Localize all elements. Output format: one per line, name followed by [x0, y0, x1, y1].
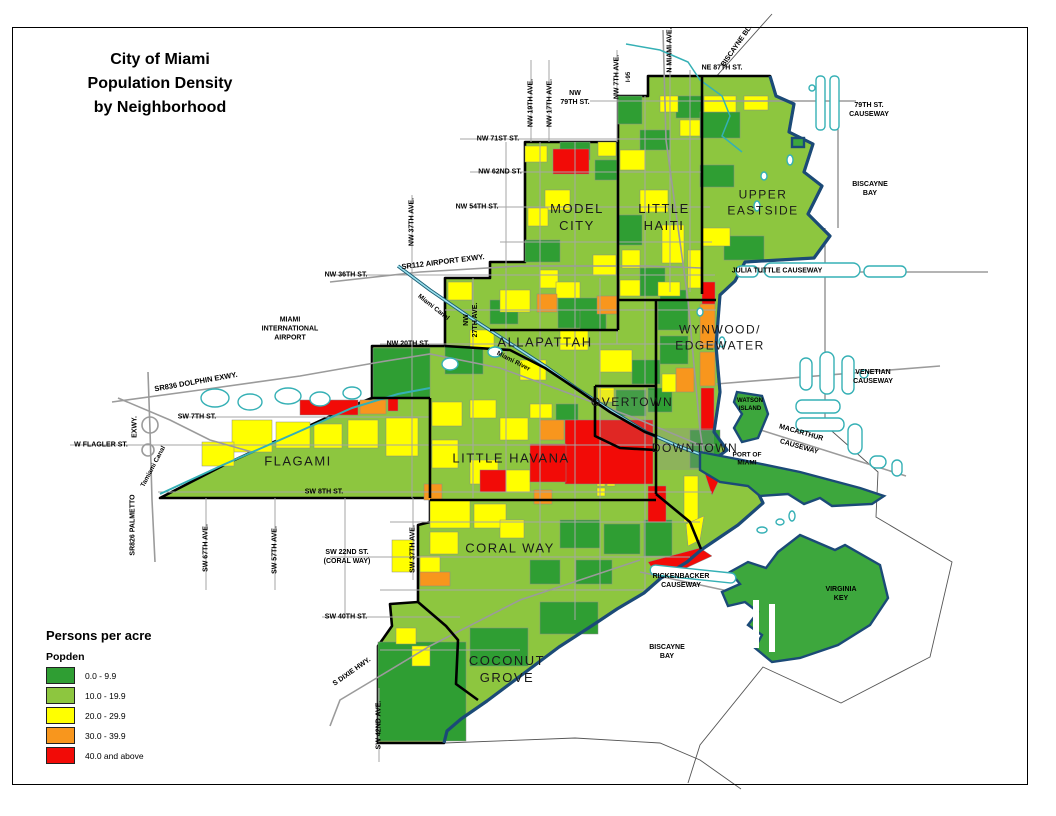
street-label-sw-8th-st: SW 8TH ST. [304, 488, 344, 496]
neighborhood-label-overtown: OVERTOWN [590, 395, 674, 410]
street-label-nw-79th-st: NW 79TH ST. [560, 89, 590, 106]
legend-heading: Persons per acre [46, 628, 152, 643]
street-label-nw-62nd-st: NW 62ND ST. [478, 168, 522, 176]
legend-class-label: 10.0 - 19.9 [85, 690, 126, 701]
legend-swatch [46, 707, 75, 724]
street-label-nw-36th-st: NW 36TH ST. [324, 271, 368, 279]
place-label-miami-international-airport: MIAMI INTERNATIONAL AIRPORT [261, 316, 319, 342]
legend: Persons per acre Popden 0.0 - 9.9 10.0 - … [46, 628, 152, 767]
street-label-ne-87th-st: NE 87TH ST. [701, 64, 743, 72]
street-label-sw-42nd-ave: SW 42ND AVE. [375, 700, 383, 750]
street-label-sw-37th-ave: SW 37TH AVE. [409, 525, 417, 573]
title-line-2: Population Density [87, 75, 233, 92]
street-label-venetian-causeway: VENETIAN CAUSEWAY [853, 368, 893, 385]
street-label-nw-17th-ave: NW 17TH AVE. [546, 78, 554, 128]
street-label-rickenbacker-causeway: RICKENBACKER CAUSEWAY [652, 572, 710, 589]
neighborhood-label-little-havana: LITTLE HAVANA [452, 450, 570, 466]
street-label-nw-37th-ave: NW 37TH AVE. [408, 197, 416, 247]
street-label-nw-71st-st: NW 71ST ST. [476, 135, 520, 143]
legend-swatch [46, 667, 75, 684]
neighborhood-label-upper-eastside: UPPER EASTSIDE [727, 187, 799, 217]
legend-swatch [46, 687, 75, 704]
legend-row: 40.0 and above [46, 747, 152, 764]
legend-row: 10.0 - 19.9 [46, 687, 152, 704]
street-label-sr826-palmetto: SR826 PALMETTO [129, 494, 137, 556]
neighborhood-label-coral-way: CORAL WAY [465, 540, 555, 556]
causeway-islands [200, 75, 907, 584]
street-label-exwy: EXWY. [131, 416, 139, 438]
neighborhood-label-flagami: FLAGAMI [264, 453, 332, 469]
legend-class-label: 0.0 - 9.9 [85, 670, 117, 681]
place-label-biscayne-bay: BISCAYNE BAY [649, 643, 685, 660]
legend-row: 0.0 - 9.9 [46, 667, 152, 684]
place-label-virginia-key: VIRGINIA KEY [825, 585, 857, 602]
legend-class-label: 40.0 and above [85, 750, 144, 761]
neighborhood-label-little-haiti: LITTLE HAITI [638, 201, 690, 233]
neighborhood-label-downtown: DOWNTOWN [651, 441, 739, 456]
street-label-sw-40th-st: SW 40TH ST. [324, 613, 368, 621]
neighborhood-boundaries [372, 76, 716, 702]
map-title: City of Miami Population Density by Neig… [40, 48, 280, 120]
street-label-sw-22nd-st-coral-way: SW 22ND ST. (CORAL WAY) [323, 548, 371, 565]
islands [698, 136, 890, 664]
legend-row: 20.0 - 29.9 [46, 707, 152, 724]
legend-layer-name: Popden [46, 651, 85, 663]
street-label-nw-27th-ave: NW 27TH AVE. [462, 302, 479, 338]
place-label-biscayne-bay: BISCAYNE BAY [852, 180, 888, 197]
street-label-nw-54th-st: NW 54TH ST. [455, 203, 499, 211]
street-label-nw-7th-ave: NW 7TH AVE. [613, 54, 621, 100]
marina-channels [753, 600, 775, 652]
street-label-sw-7th-st: SW 7TH ST. [177, 413, 217, 421]
street-label-sw-57th-ave: SW 57TH AVE. [271, 526, 279, 574]
legend-class-label: 20.0 - 29.9 [85, 710, 126, 721]
street-label-n-miami-ave: N MIAMI AVE. [666, 27, 674, 73]
place-label-port-of-miami: PORT OF MIAMI [732, 451, 762, 467]
place-label-watson-island: WATSON ISLAND [737, 398, 763, 412]
legend-swatch [46, 727, 75, 744]
legend-swatch [46, 747, 75, 764]
neighborhood-label-wynwood-edgewater: WYNWOOD/ EDGEWATER [675, 322, 765, 352]
legend-rows: 0.0 - 9.9 10.0 - 19.9 20.0 - 29.9 30.0 - 39… [46, 667, 152, 764]
neighborhood-label-allapattah: ALLAPATTAH [497, 334, 593, 350]
street-label-79th-st-causeway: 79TH ST. CAUSEWAY [849, 101, 889, 118]
neighborhood-label-coconut-grove: COCONUT GROVE [468, 653, 546, 685]
highways [111, 29, 988, 727]
street-label-i-95: I-95 [626, 71, 633, 83]
title-line-1: City of Miami [110, 51, 210, 68]
neighborhood-label-model-city: MODEL CITY [550, 201, 604, 233]
legend-row: 30.0 - 39.9 [46, 727, 152, 744]
street-label-nw-19th-ave: NW 19TH AVE. [527, 78, 535, 128]
map-frame [12, 27, 1028, 785]
street-label-nw-20th-st: NW 20TH ST. [386, 340, 430, 348]
title-line-3: by Neighborhood [93, 99, 227, 116]
legend-class-label: 30.0 - 39.9 [85, 730, 126, 741]
street-label-julia-tuttle-causeway: JULIA TUTTLE CAUSEWAY [731, 267, 823, 275]
street-label-sw-67th-ave: SW 67TH AVE. [202, 524, 210, 572]
street-label-w-flagler-st: W FLAGLER ST. [74, 441, 128, 449]
